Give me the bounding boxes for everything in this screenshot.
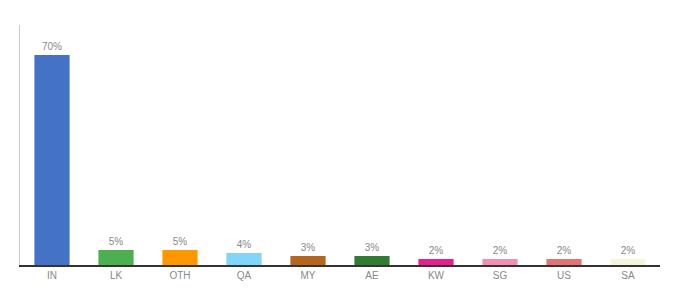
svg-text:OTH: OTH: [169, 270, 190, 281]
svg-text:3%: 3%: [301, 242, 316, 253]
svg-text:5%: 5%: [173, 236, 188, 247]
svg-text:LK: LK: [110, 270, 123, 281]
svg-text:US: US: [557, 270, 571, 281]
svg-text:SA: SA: [621, 270, 635, 281]
svg-text:4%: 4%: [237, 239, 252, 250]
svg-text:MY: MY: [301, 270, 316, 281]
svg-text:IN: IN: [47, 270, 57, 281]
svg-text:3%: 3%: [365, 242, 380, 253]
svg-text:2%: 2%: [493, 245, 508, 256]
svg-text:2%: 2%: [621, 245, 636, 256]
svg-text:SG: SG: [493, 270, 508, 281]
svg-text:70%: 70%: [42, 41, 62, 52]
svg-text:AE: AE: [365, 270, 379, 281]
svg-text:KW: KW: [428, 270, 445, 281]
svg-text:QA: QA: [237, 270, 252, 281]
svg-text:2%: 2%: [429, 245, 444, 256]
svg-text:5%: 5%: [109, 236, 124, 247]
svg-text:2%: 2%: [557, 245, 572, 256]
